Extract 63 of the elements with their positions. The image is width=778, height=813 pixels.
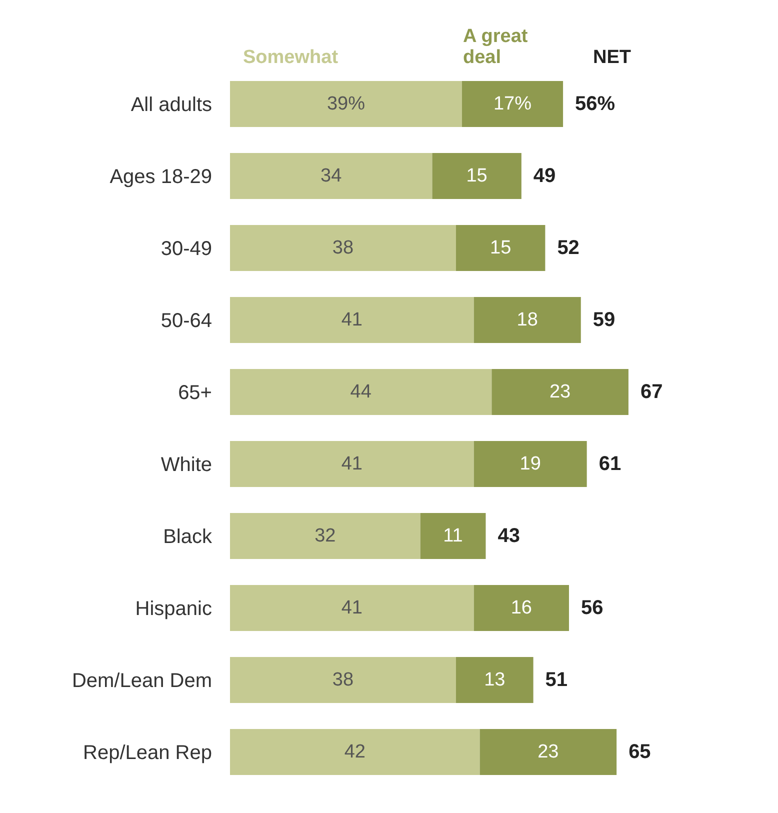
data-label: 44 — [350, 381, 372, 402]
data-label: 18 — [516, 309, 538, 330]
bar — [474, 440, 587, 487]
bar — [230, 368, 492, 415]
text: NET — [593, 47, 631, 68]
bar — [492, 368, 628, 415]
bar — [474, 296, 581, 343]
y-tick-label: 50-64 — [160, 310, 212, 332]
bar — [456, 224, 546, 271]
data-label: 41 — [341, 453, 362, 474]
data-label: 16 — [510, 597, 532, 618]
bar — [462, 80, 564, 127]
data-label: 38 — [332, 237, 354, 258]
bar — [230, 728, 480, 775]
data-label: 32 — [314, 525, 336, 546]
total-label: 49 — [533, 164, 556, 187]
total-label: 52 — [557, 236, 580, 259]
bar — [230, 152, 432, 199]
total-label: 51 — [545, 668, 568, 691]
bar — [230, 80, 462, 127]
total-label: 67 — [640, 380, 663, 403]
data-label: 41 — [341, 597, 362, 618]
y-tick-label: 30-49 — [160, 238, 212, 260]
series-label: A great deal — [463, 26, 529, 68]
y-tick-label: Ages 18-29 — [110, 166, 212, 188]
data-label: 23 — [538, 741, 559, 762]
series-label: Somewhat — [243, 47, 340, 68]
bar — [230, 512, 420, 559]
bar — [456, 656, 534, 703]
y-tick-label: Black — [163, 526, 213, 548]
data-label: 41 — [341, 309, 362, 330]
y-tick-label: Hispanic — [135, 598, 212, 620]
data-label: 13 — [484, 669, 506, 690]
bar — [432, 152, 522, 199]
data-label: 19 — [520, 453, 541, 474]
total-label: 61 — [598, 452, 622, 475]
bar — [474, 584, 569, 631]
data-label: 23 — [550, 381, 571, 402]
y-tick-label: Rep/Lean Rep — [83, 742, 212, 764]
total-label: 59 — [592, 308, 616, 331]
y-tick-label: All adults — [130, 94, 212, 116]
total-label: 43 — [498, 524, 520, 547]
total-label: 56 — [580, 596, 604, 619]
bar — [480, 728, 617, 775]
bar — [230, 440, 474, 487]
bar — [230, 296, 474, 343]
bar — [230, 224, 456, 271]
total-label: 56% — [575, 92, 616, 115]
data-label: 34 — [320, 165, 342, 186]
bar — [230, 584, 474, 631]
data-label: 15 — [466, 165, 488, 186]
y-tick-label: White — [160, 454, 212, 476]
bar — [230, 656, 456, 703]
y-tick-label: Dem/Lean Dem — [72, 670, 212, 692]
data-label: 17% — [493, 93, 532, 114]
data-label: 15 — [490, 237, 512, 258]
y-tick-label: 65+ — [178, 382, 212, 404]
bar — [420, 512, 486, 559]
data-label: 11 — [443, 525, 463, 546]
total-label: 65 — [628, 740, 651, 763]
data-label: 39% — [326, 93, 366, 114]
data-label: 42 — [344, 741, 366, 762]
data-label: 38 — [332, 669, 354, 690]
